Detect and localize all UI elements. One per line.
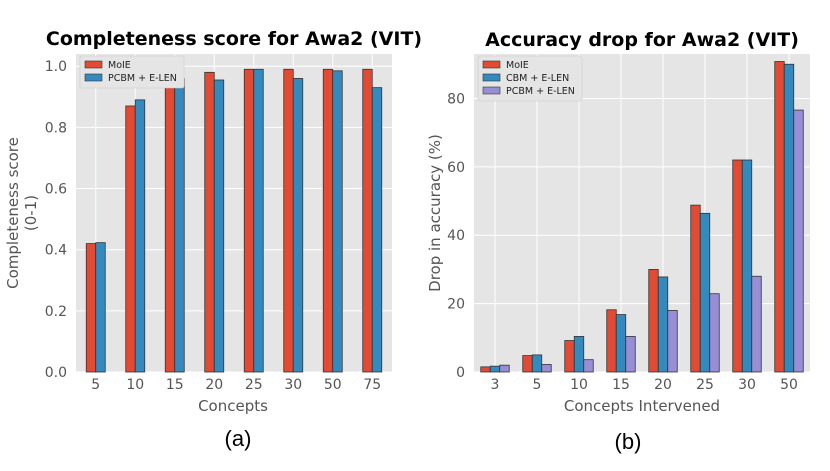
panel-label-b: (b) (615, 429, 642, 454)
legend-swatch (84, 60, 103, 69)
x-tick-label: 5 (533, 377, 542, 393)
bar-moie-15 (164, 75, 176, 373)
bar-moie-20 (204, 71, 215, 373)
x-tick-label: 15 (612, 377, 630, 393)
x-tick-label: 5 (91, 377, 100, 393)
y-tick-label: 40 (447, 228, 465, 244)
legend-label: PCBM + E-LEN (108, 73, 177, 84)
bar-moie-5 (522, 355, 533, 373)
bar-pcbm-e-len-50 (332, 70, 343, 373)
legend-label: CBM + E-LEN (506, 73, 569, 84)
bar-cbm-e-len-3 (489, 365, 501, 373)
bar-moie-10 (564, 340, 575, 373)
bar-pcbm-e-len-15 (174, 78, 185, 373)
bar-pcbm-e-len-25 (709, 293, 720, 373)
panel-label-a: (a) (225, 426, 252, 451)
x-tick-label: 25 (696, 377, 714, 393)
bar-moie-10 (125, 105, 136, 373)
chart-b-ylabel: Drop in accuracy (%) (426, 134, 444, 292)
legend-swatch (482, 60, 501, 69)
x-tick-label: 10 (570, 377, 588, 393)
x-tick-label: 3 (491, 377, 500, 393)
chart-completeness: Completeness score for Awa2 (VIT) 0.0 0.2… (4, 28, 422, 451)
chart-a-xlabel: Concepts (198, 397, 268, 415)
chart-a-ylabel-line: (0-1) (22, 195, 40, 231)
bar-moie-20 (648, 269, 659, 373)
bar-pcbm-e-len-5 (95, 242, 106, 373)
bar-pcbm-e-len-20 (667, 310, 678, 373)
legend-swatch (84, 73, 103, 82)
y-tick-label: 20 (447, 297, 465, 313)
bar-moie-25 (243, 68, 255, 373)
bar-pcbm-e-len-20 (213, 79, 225, 373)
bar-pcbm-e-len-30 (292, 78, 304, 373)
x-tick-label: 10 (126, 377, 144, 393)
bar-pcbm-e-len-10 (134, 99, 146, 373)
legend-swatch (482, 86, 501, 95)
x-tick-label: 50 (324, 377, 342, 393)
bar-pcbm-e-len-25 (253, 68, 264, 373)
bar-pcbm-e-len-5 (541, 364, 552, 373)
chart-a-ylabel: Completeness score(0-1) (4, 137, 40, 289)
x-tick-label: 20 (654, 377, 672, 393)
bar-cbm-e-len-20 (657, 276, 669, 373)
chart-b-xlabel: Concepts Intervened (564, 397, 720, 415)
bar-pcbm-e-len-30 (751, 275, 762, 373)
y-tick-label: 0.4 (45, 243, 67, 259)
bar-pcbm-e-len-3 (499, 364, 510, 373)
legend-label: MoIE (506, 60, 529, 71)
chart-a-ylabel-line: Completeness score (4, 137, 22, 289)
bar-cbm-e-len-5 (531, 354, 543, 373)
bar-moie-3 (480, 366, 491, 373)
bar-pcbm-e-len-75 (371, 87, 383, 373)
legend-box (477, 55, 583, 102)
y-tick-label: 0 (456, 365, 465, 381)
x-tick-label: 20 (205, 377, 223, 393)
bar-moie-5 (85, 243, 97, 373)
bar-moie-50 (774, 61, 785, 373)
legend-label: PCBM + E-LEN (506, 86, 575, 97)
bar-pcbm-e-len-15 (625, 336, 636, 373)
bar-pcbm-e-len-10 (583, 359, 594, 373)
bar-cbm-e-len-25 (699, 212, 711, 373)
chart-accuracy-drop: Accuracy drop for Awa2 (VIT) 0 20 40 60 80 3… (426, 29, 810, 454)
bar-cbm-e-len-30 (741, 159, 753, 373)
y-tick-label: 80 (447, 91, 465, 107)
y-tick-label: 60 (447, 160, 465, 176)
bar-moie-30 (732, 159, 743, 373)
x-tick-label: 25 (245, 377, 263, 393)
x-tick-label: 30 (738, 377, 756, 393)
bar-cbm-e-len-15 (615, 314, 627, 373)
bar-moie-75 (362, 68, 373, 373)
bar-moie-50 (322, 68, 334, 373)
y-tick-label: 0.0 (45, 365, 67, 381)
chart-a-title: Completeness score for Awa2 (VIT) (46, 28, 422, 50)
bar-cbm-e-len-50 (783, 63, 795, 373)
x-tick-label: 30 (284, 377, 302, 393)
legend-swatch (482, 73, 501, 82)
bar-moie-30 (283, 68, 294, 373)
x-tick-label: 75 (363, 377, 381, 393)
bar-pcbm-e-len-50 (793, 109, 804, 373)
bar-moie-15 (606, 309, 617, 373)
bar-moie-25 (690, 204, 701, 373)
bar-cbm-e-len-10 (573, 336, 585, 373)
y-tick-label: 0.8 (45, 120, 67, 136)
x-tick-label: 50 (780, 377, 798, 393)
y-tick-label: 1.0 (45, 59, 67, 75)
legend-label: MoIE (108, 60, 131, 71)
y-tick-label: 0.2 (45, 304, 67, 320)
y-tick-label: 0.6 (45, 182, 67, 198)
chart-b-title: Accuracy drop for Awa2 (VIT) (485, 29, 799, 51)
legend-box (79, 55, 185, 89)
chart-a-plot-area (76, 54, 392, 372)
x-tick-label: 15 (166, 377, 184, 393)
